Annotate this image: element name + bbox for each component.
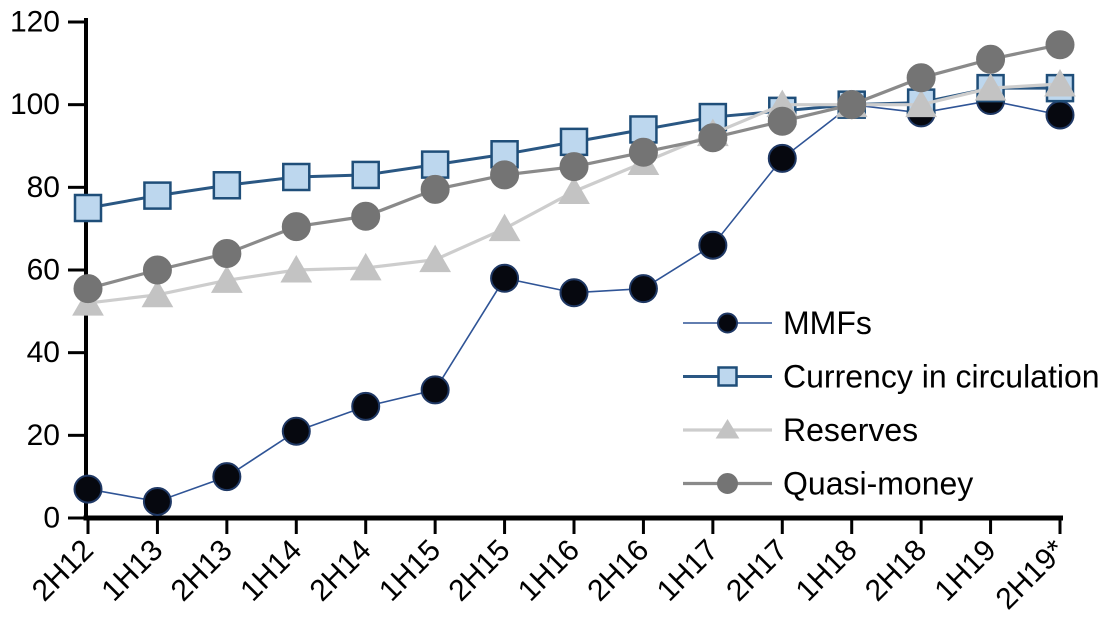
triangle-marker-icon <box>349 252 382 281</box>
square-marker-icon <box>717 366 738 387</box>
circle-marker-icon <box>490 263 520 293</box>
legend-label: Currency in circulation <box>783 359 1100 395</box>
circle-marker-icon <box>73 474 103 504</box>
circle-marker-icon <box>212 238 242 268</box>
x-axis-tick-label: 2H16 <box>581 534 655 608</box>
circle-marker-icon <box>490 160 520 190</box>
legend-label: MMFs <box>783 305 872 341</box>
triangle-marker-icon <box>1044 68 1076 97</box>
x-axis-tick-label: 1H16 <box>512 534 586 608</box>
triangle-marker-icon <box>974 73 1007 101</box>
x-axis-tick-label: 1H13 <box>95 534 169 608</box>
legend-label: Quasi-money <box>783 466 973 502</box>
circle-marker-icon <box>698 230 728 260</box>
square-marker-icon <box>73 193 103 223</box>
circle-marker-icon <box>351 391 381 421</box>
legend: MMFs Currency in circulation Reserves Quasi… <box>683 305 1100 502</box>
x-axis-tick-label: 2H15 <box>442 534 516 608</box>
x-axis-tick-label: 2H19* <box>990 533 1073 616</box>
y-axis-tick-label: 40 <box>27 336 60 369</box>
circle-marker-icon <box>73 274 103 304</box>
square-marker-icon <box>282 162 311 192</box>
circle-marker-icon <box>281 212 311 242</box>
circle-marker-icon <box>142 486 172 516</box>
circle-marker-icon <box>142 255 172 285</box>
circle-marker-icon <box>420 174 450 204</box>
x-axis-tick-label: 2H12 <box>26 534 100 608</box>
triangle-marker-icon <box>558 176 590 204</box>
x-axis-tick-label: 1H18 <box>790 534 864 608</box>
triangle-marker-icon <box>210 265 243 293</box>
triangle-marker-icon <box>905 89 938 118</box>
legend-item-currency-in-circulation: Currency in circulation <box>683 359 1100 395</box>
triangle-marker-icon <box>141 279 174 308</box>
circle-marker-icon <box>698 123 728 153</box>
circle-marker-icon <box>628 274 658 304</box>
circle-marker-icon <box>559 152 589 182</box>
circle-marker-icon <box>351 201 381 231</box>
legend-item-quasi-money: Quasi-money <box>683 466 973 502</box>
legend-item-reserves: Reserves <box>683 412 918 448</box>
circle-marker-icon <box>717 312 738 334</box>
circle-marker-icon <box>420 375 450 405</box>
y-axis-tick-label: 120 <box>10 6 60 39</box>
circle-marker-icon <box>906 63 936 93</box>
square-marker-icon <box>351 160 380 190</box>
circle-marker-icon <box>281 416 311 446</box>
circle-marker-icon <box>559 278 589 308</box>
square-marker-icon <box>420 150 450 179</box>
circle-marker-icon <box>628 137 658 167</box>
circle-marker-icon <box>767 106 797 136</box>
square-marker-icon <box>212 171 242 200</box>
triangle-marker-icon <box>280 254 313 283</box>
x-axis-tick-label: 1H19 <box>928 534 1002 608</box>
x-axis-tick-label: 1H14 <box>234 534 308 608</box>
square-marker-icon <box>143 181 172 210</box>
legend-label: Reserves <box>783 412 918 448</box>
circle-marker-icon <box>717 473 738 494</box>
triangle-marker-icon <box>488 213 521 242</box>
square-marker-icon <box>559 127 589 157</box>
series-reserves <box>72 68 1076 316</box>
triangle-marker-icon <box>419 244 452 273</box>
x-axis-tick-label: 2H13 <box>165 534 239 608</box>
x-axis-tick-label: 2H14 <box>304 534 378 608</box>
x-axis-tick-label: 2H17 <box>720 534 794 608</box>
circle-marker-icon <box>1045 30 1075 60</box>
y-axis-tick-label: 100 <box>10 88 60 121</box>
x-axis-tick-label: 1H15 <box>373 534 447 608</box>
circle-marker-icon <box>212 462 242 492</box>
y-axis-tick-label: 20 <box>27 419 60 452</box>
circle-marker-icon <box>767 143 797 173</box>
circle-marker-icon <box>1045 100 1075 130</box>
y-axis-tick-label: 60 <box>27 254 60 287</box>
circle-marker-icon <box>837 90 867 120</box>
y-axis-tick-label: 0 <box>43 502 60 535</box>
circle-marker-icon <box>976 44 1006 74</box>
triangle-marker-icon <box>715 419 740 439</box>
x-axis-tick-label: 1H17 <box>651 534 725 608</box>
y-axis-tick-label: 80 <box>27 171 60 204</box>
legend-item-mmfs: MMFs <box>683 305 872 341</box>
series-quasi-money <box>73 30 1075 304</box>
x-axis-tick-label: 2H18 <box>859 534 933 608</box>
